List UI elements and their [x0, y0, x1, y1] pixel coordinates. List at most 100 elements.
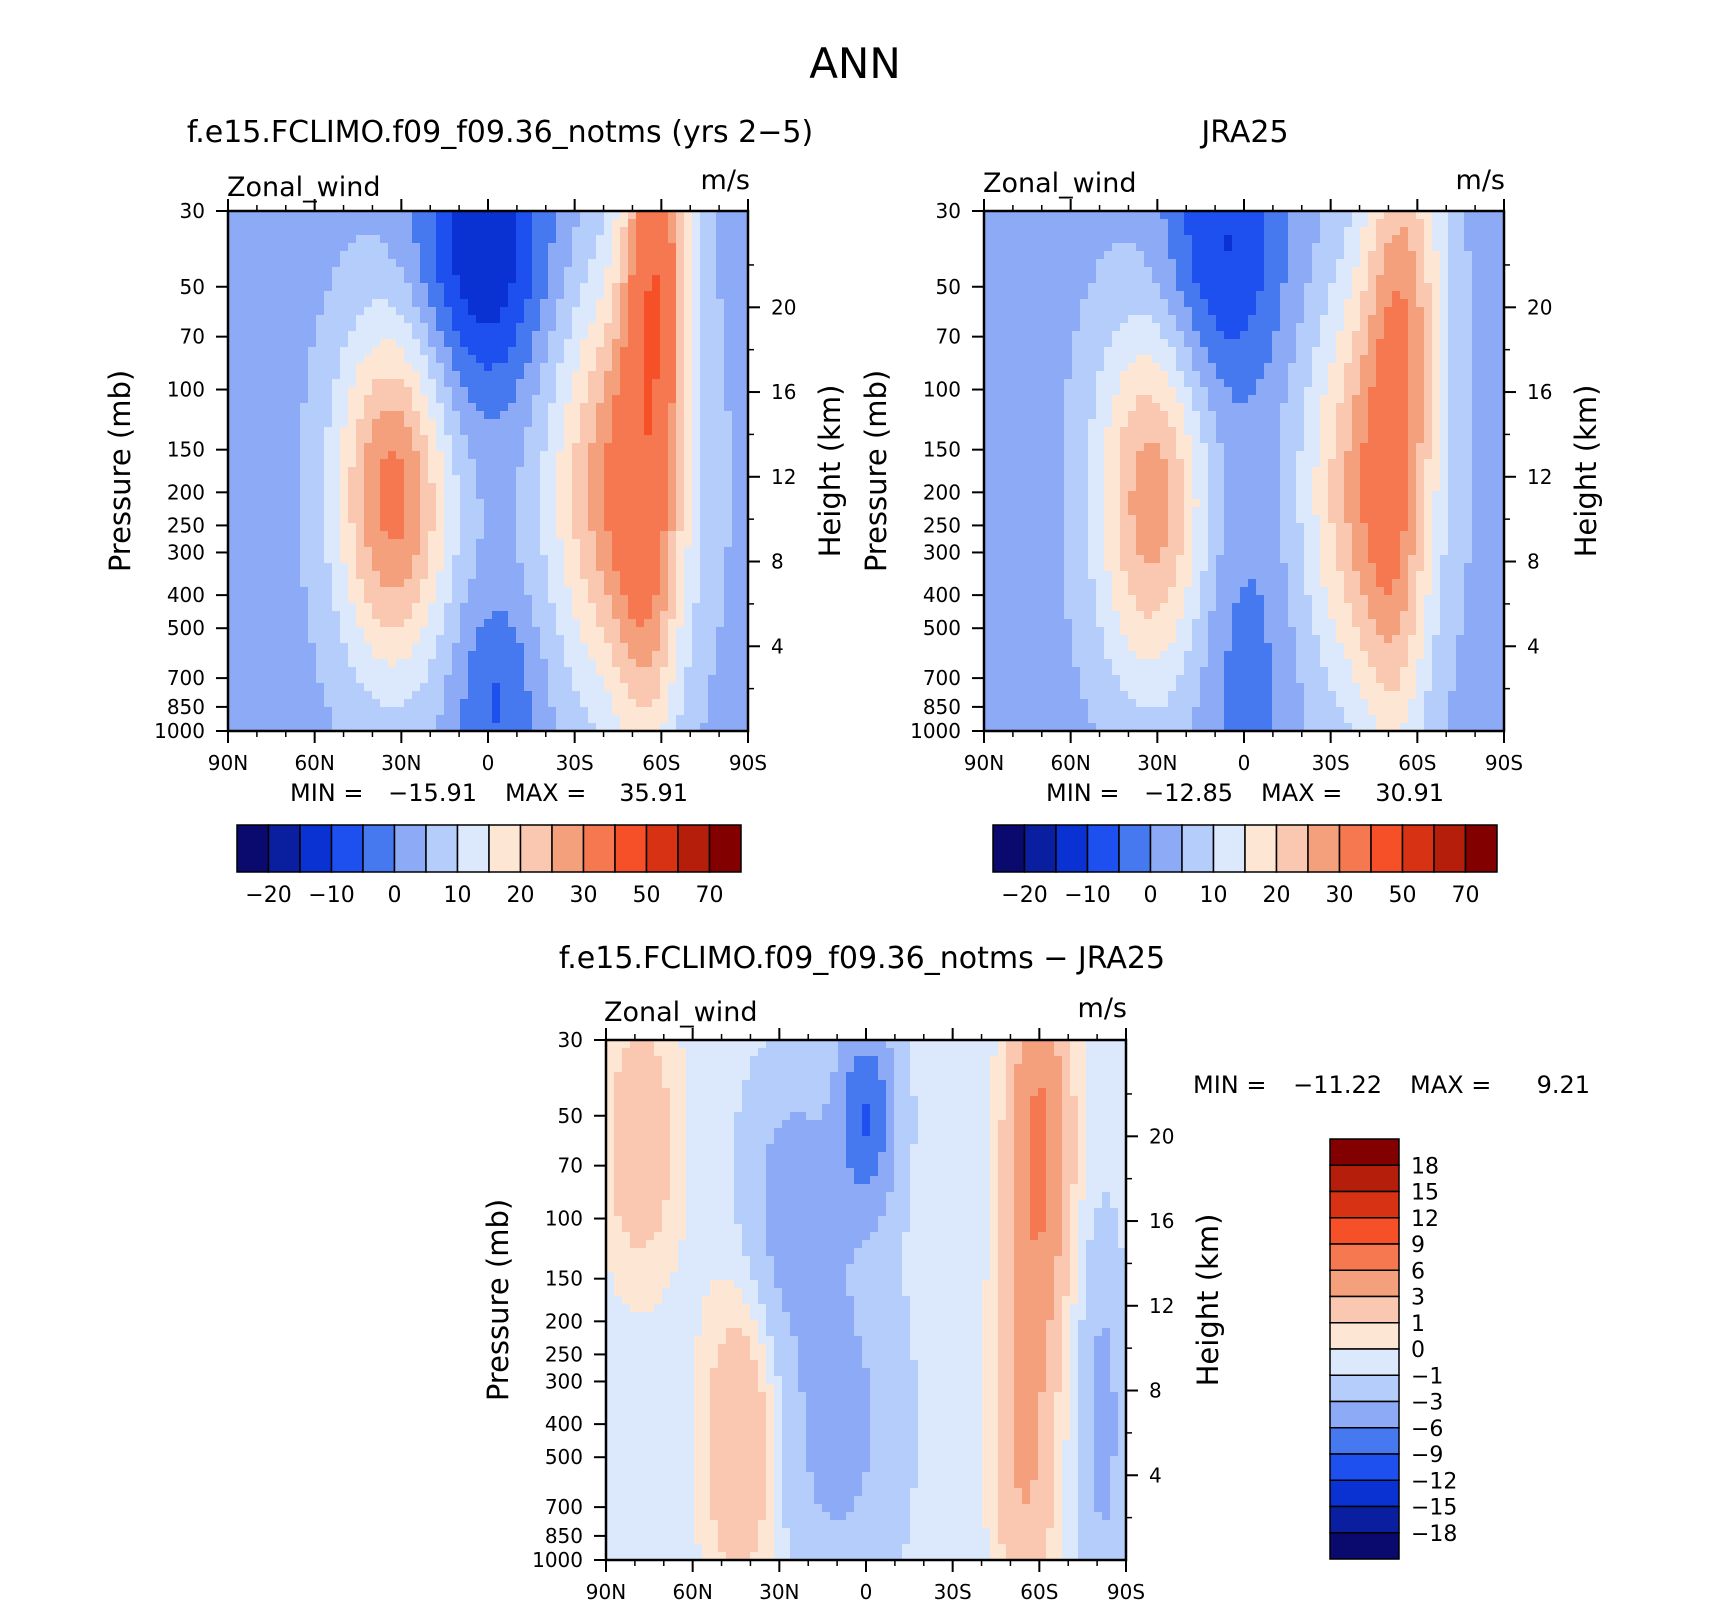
contour-cell [428, 547, 437, 556]
contour-cell [316, 571, 325, 580]
contour-cell [468, 347, 477, 356]
contour-cell [708, 315, 717, 324]
contour-cell [508, 451, 517, 460]
contour-cell [476, 371, 485, 380]
contour-cell [1032, 331, 1041, 340]
contour-cell [668, 275, 677, 284]
contour-cell [580, 235, 589, 244]
contour-cell [596, 675, 605, 684]
contour-cell [644, 659, 653, 668]
contour-cell [444, 283, 453, 292]
contour-cell [572, 419, 581, 428]
contour-cell [588, 619, 597, 628]
contour-cell [292, 451, 301, 460]
contour-cell [676, 419, 685, 428]
contour-cell [500, 291, 509, 300]
contour-cell [1032, 579, 1041, 588]
contour-cell [244, 243, 253, 252]
contour-cell [428, 635, 437, 644]
contour-cell [332, 515, 341, 524]
contour-cell [396, 715, 405, 724]
contour-cell [284, 211, 293, 220]
contour-cell [340, 291, 349, 300]
contour-cell [492, 339, 501, 348]
contour-cell [372, 635, 381, 644]
contour-cell [428, 419, 437, 428]
contour-cell [484, 667, 493, 676]
contour-cell [372, 235, 381, 244]
contour-cell [1032, 347, 1041, 356]
contour-cell [372, 715, 381, 724]
contour-cell [228, 371, 237, 380]
contour-cell [676, 339, 685, 348]
contour-cell [620, 483, 629, 492]
contour-cell [428, 659, 437, 668]
contour-cell [372, 315, 381, 324]
contour-cell [992, 355, 1001, 364]
contour-cell [404, 243, 413, 252]
contour-cell [508, 363, 517, 372]
contour-cell [252, 227, 261, 236]
contour-cell [284, 275, 293, 284]
contour-cell [1024, 411, 1033, 420]
contour-cell [332, 419, 341, 428]
contour-cell [612, 667, 621, 676]
panel-units: m/s [1456, 165, 1505, 196]
contour-cell [984, 395, 993, 404]
contour-cell [412, 411, 421, 420]
contour-cell [388, 675, 397, 684]
contour-cell [292, 275, 301, 284]
contour-cell [992, 443, 1001, 452]
contour-cell [732, 307, 741, 316]
contour-cell [644, 339, 653, 348]
contour-cell [604, 219, 613, 228]
contour-cell [580, 419, 589, 428]
contour-cell [356, 427, 365, 436]
contour-cell [732, 243, 741, 252]
contour-cell [652, 395, 661, 404]
contour-cell [524, 291, 533, 300]
contour-cell [572, 443, 581, 452]
contour-cell [508, 379, 517, 388]
contour-cell [388, 411, 397, 420]
contour-cell [548, 395, 557, 404]
contour-cell [436, 507, 445, 516]
contour-cell [588, 563, 597, 572]
contour-cell [556, 555, 565, 564]
contour-cell [476, 235, 485, 244]
contour-cell [1000, 627, 1009, 636]
contour-cell [340, 219, 349, 228]
contour-cell [676, 531, 685, 540]
contour-cell [452, 499, 461, 508]
contour-cell [332, 571, 341, 580]
contour-cell [516, 411, 525, 420]
contour-cell [308, 555, 317, 564]
contour-cell [508, 667, 517, 676]
contour-cell [236, 691, 245, 700]
contour-cell [340, 403, 349, 412]
contour-cell [652, 459, 661, 468]
contour-cell [228, 627, 237, 636]
contour-cell [404, 651, 413, 660]
contour-cell [652, 331, 661, 340]
contour-cell [452, 659, 461, 668]
contour-cell [420, 443, 429, 452]
contour-cell [428, 715, 437, 724]
contour-cell [260, 603, 269, 612]
contour-cell [556, 299, 565, 308]
contour-cell [420, 331, 429, 340]
contour-cell [1048, 403, 1057, 412]
contour-cell [388, 355, 397, 364]
contour-cell [412, 219, 421, 228]
contour-cell [388, 475, 397, 484]
contour-cell [1048, 339, 1057, 348]
contour-cell [228, 219, 237, 228]
contour-cell [724, 619, 733, 628]
contour-cell [620, 355, 629, 364]
contour-cell [468, 667, 477, 676]
contour-cell [412, 419, 421, 428]
contour-cell [660, 387, 669, 396]
contour-cell [628, 675, 637, 684]
contour-cell [340, 451, 349, 460]
contour-cell [684, 331, 693, 340]
